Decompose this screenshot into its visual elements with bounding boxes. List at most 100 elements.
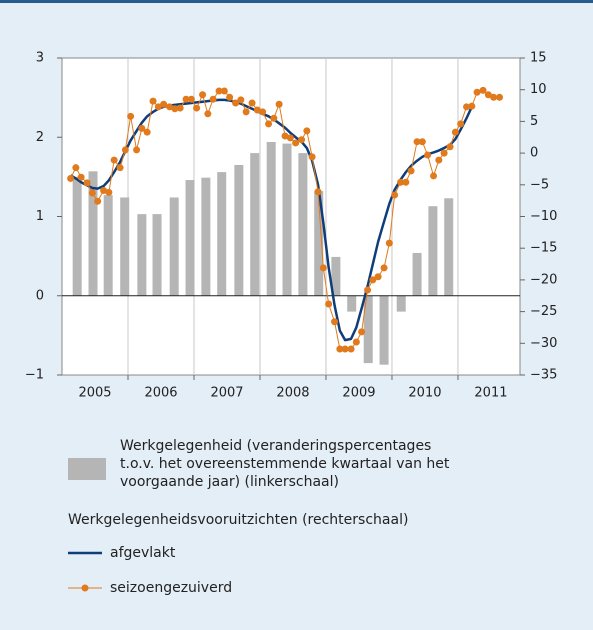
bar	[347, 295, 357, 312]
bar	[266, 142, 276, 296]
marker	[496, 93, 504, 101]
marker	[220, 87, 228, 95]
marker	[154, 103, 162, 111]
y2-tick-label: −15	[530, 241, 557, 256]
marker	[88, 189, 96, 197]
bar	[379, 295, 389, 365]
marker	[105, 188, 113, 196]
legend-label: afgevlakt	[110, 545, 176, 561]
marker	[143, 128, 151, 136]
y-tick-label: −1	[25, 368, 44, 383]
marker	[237, 96, 245, 104]
y-tick-label: 3	[36, 51, 44, 66]
marker	[308, 153, 316, 161]
bar	[363, 295, 373, 364]
top-border	[0, 0, 593, 3]
marker	[149, 97, 157, 105]
marker	[325, 300, 333, 308]
bar	[201, 177, 211, 296]
marker	[67, 174, 75, 182]
bar	[298, 153, 308, 296]
marker	[281, 132, 289, 140]
bar	[217, 172, 227, 296]
marker	[187, 95, 195, 103]
y2-tick-label: −5	[530, 177, 549, 192]
marker	[100, 187, 108, 195]
bar	[282, 143, 292, 296]
marker	[463, 103, 471, 111]
bar	[152, 214, 162, 296]
x-tick-label: 2008	[276, 386, 309, 401]
bar	[103, 195, 113, 296]
x-tick-label: 2010	[408, 386, 441, 401]
swatch	[68, 584, 102, 592]
marker	[259, 108, 267, 116]
marker	[133, 146, 141, 154]
y2-tick-label: 10	[530, 82, 547, 97]
marker	[110, 156, 118, 164]
bar	[137, 214, 147, 296]
marker	[199, 91, 207, 99]
bar	[428, 206, 438, 296]
marker	[204, 110, 212, 118]
y2-tick-label: −25	[530, 304, 557, 319]
marker	[331, 318, 339, 326]
y-tick-label: 2	[36, 130, 44, 145]
marker	[341, 345, 349, 353]
y2-tick-label: −20	[530, 272, 557, 287]
legend-label: Werkgelegenheid (veranderingspercentages…	[120, 438, 450, 490]
bar	[185, 180, 195, 296]
marker	[193, 104, 201, 112]
marker	[72, 164, 80, 172]
marker	[83, 179, 91, 187]
marker	[248, 99, 256, 107]
swatch-rect	[68, 458, 106, 480]
marker	[275, 100, 283, 108]
x-tick-label: 2007	[210, 386, 243, 401]
marker	[451, 128, 459, 136]
marker	[440, 149, 448, 157]
marker	[314, 188, 322, 196]
marker	[121, 146, 129, 154]
marker	[430, 172, 438, 180]
marker	[166, 103, 174, 111]
marker	[374, 273, 382, 281]
marker	[457, 120, 465, 128]
marker	[352, 338, 360, 346]
marker	[490, 93, 498, 101]
marker	[270, 114, 278, 122]
y2-tick-label: 15	[530, 51, 547, 66]
y2-tick-label: −10	[530, 209, 557, 224]
y2-tick-label: 0	[530, 146, 538, 161]
x-tick-label: 2009	[342, 386, 375, 401]
marker	[424, 151, 432, 159]
marker	[242, 108, 250, 116]
marker	[298, 136, 306, 144]
bar	[412, 252, 422, 296]
marker	[292, 139, 300, 147]
marker	[182, 95, 190, 103]
swatch	[68, 551, 102, 555]
marker	[479, 86, 487, 94]
marker	[232, 99, 240, 107]
marker	[364, 286, 372, 294]
marker	[336, 345, 344, 353]
marker	[77, 173, 85, 181]
marker	[380, 264, 388, 272]
marker	[484, 91, 492, 99]
marker	[446, 143, 454, 151]
x-tick-label: 2006	[144, 386, 177, 401]
y2-tick-label: −35	[530, 368, 557, 383]
bar	[120, 197, 130, 296]
bar	[88, 171, 98, 296]
swatch	[68, 458, 106, 480]
bar	[396, 295, 406, 312]
legend-group-label: Werkgelegenheidsvooruitzichten (rechters…	[68, 512, 409, 528]
marker	[209, 95, 217, 103]
marker	[407, 167, 415, 175]
marker	[215, 87, 223, 95]
bar	[331, 256, 341, 296]
y-tick-label: 0	[36, 288, 44, 303]
marker	[116, 164, 124, 172]
